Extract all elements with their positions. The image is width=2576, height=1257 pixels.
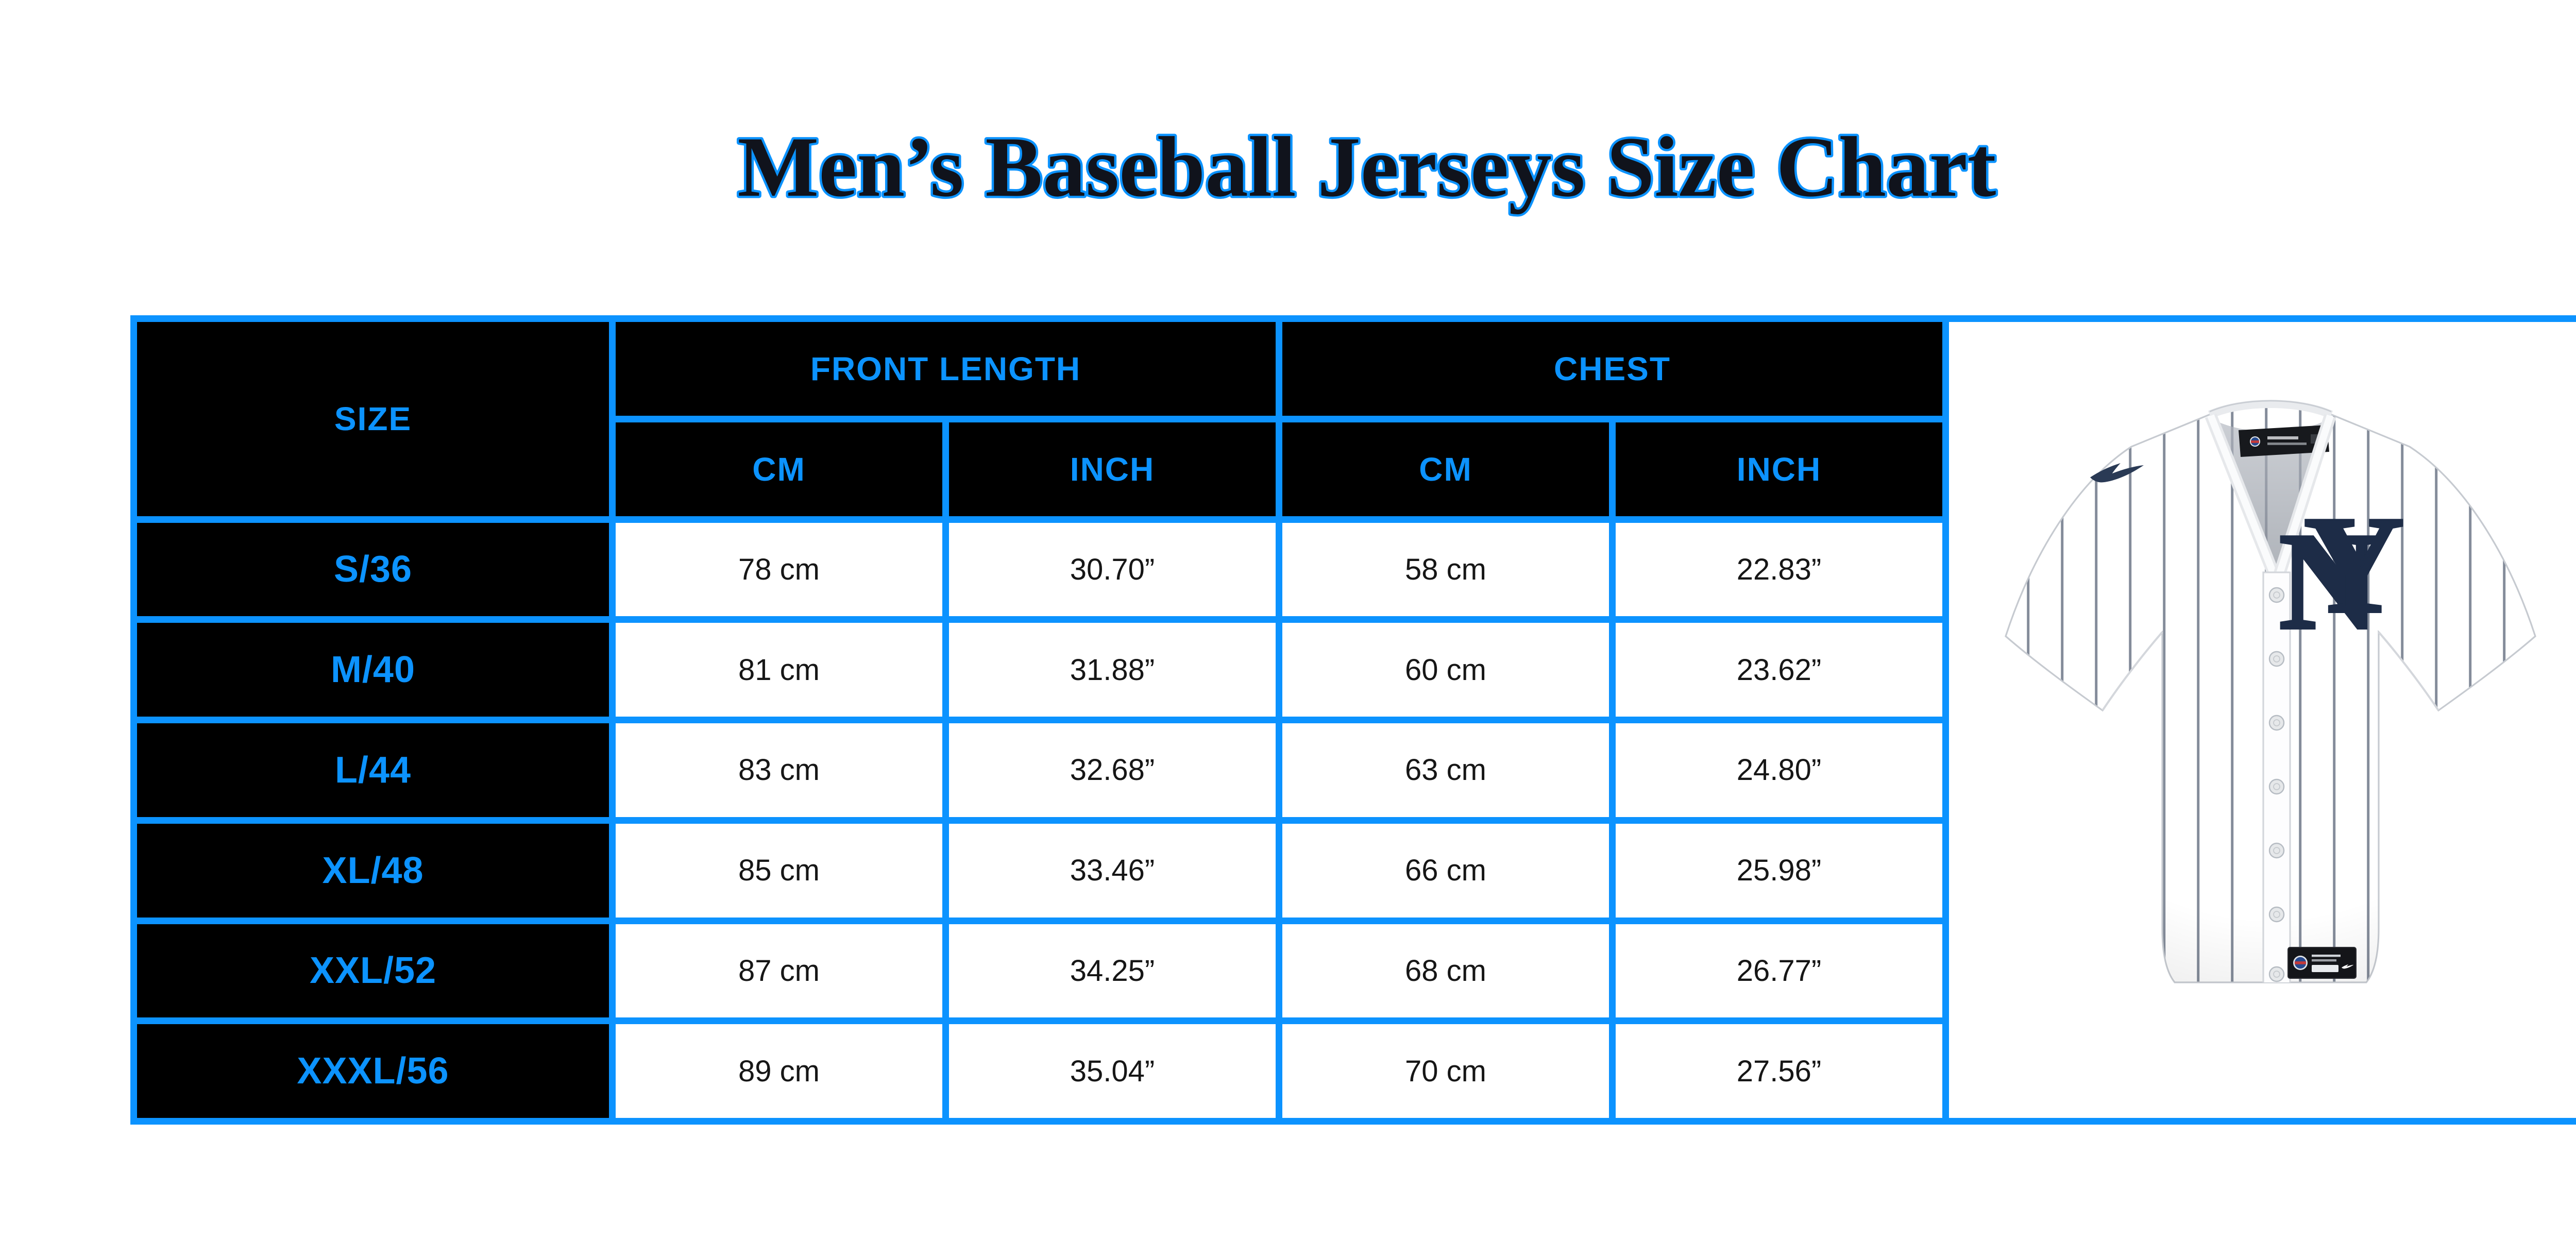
subheader-front-length-cm: CM [616, 422, 942, 516]
jock-tag [2287, 947, 2357, 979]
jersey-image-panel: N Y [1949, 322, 2576, 1118]
chest-cm-cell: 66 cm [1282, 823, 1609, 918]
jersey-buttons [2268, 587, 2284, 982]
front-length-cm-cell: 83 cm [616, 723, 942, 817]
column-header-chest: CHEST [1282, 322, 1942, 416]
front-length-cm-cell: 78 cm [616, 522, 942, 617]
front-length-cm-cell: 81 cm [616, 623, 942, 717]
subheader-chest-cm: CM [1282, 422, 1609, 516]
chest-inch-cell: 25.98” [1616, 823, 1942, 918]
page-title: Men’s Baseball Jerseys Size Chart [738, 120, 1996, 215]
front-length-inch-cell: 30.70” [949, 522, 1276, 617]
size-cell: S/36 [137, 522, 609, 617]
front-length-cm-cell: 87 cm [616, 924, 942, 1018]
chest-cm-cell: 58 cm [1282, 522, 1609, 617]
subheader-front-length-inch: INCH [949, 422, 1276, 516]
chest-inch-cell: 22.83” [1616, 522, 1942, 617]
nike-swoosh-icon [2090, 463, 2144, 483]
pinstripe-jersey-image: N Y [2004, 400, 2536, 983]
front-length-inch-cell: 33.46” [949, 823, 1276, 918]
front-length-inch-cell: 31.88” [949, 623, 1276, 717]
column-header-size: SIZE [137, 322, 609, 516]
title-banner: Men’s Baseball Jerseys Size Chart [735, 117, 1998, 217]
nike-swoosh-icon [2341, 964, 2353, 969]
chest-inch-cell: 24.80” [1616, 723, 1942, 817]
size-cell: XXL/52 [137, 924, 609, 1018]
column-header-front-length: FRONT LENGTH [616, 322, 1276, 416]
size-chart-table: SIZE FRONT LENGTH CHEST CM INCH CM INCH … [130, 315, 2576, 1125]
button-placket [2262, 571, 2291, 982]
chest-cm-cell: 63 cm [1282, 723, 1609, 817]
chest-cm-cell: 68 cm [1282, 924, 1609, 1018]
subheader-chest-inch: INCH [1616, 422, 1942, 516]
size-cell: XXXL/56 [137, 1024, 609, 1118]
chest-inch-cell: 23.62” [1616, 623, 1942, 717]
front-length-cm-cell: 85 cm [616, 823, 942, 918]
ny-interlocking-logo: N Y [2277, 486, 2405, 660]
front-length-inch-cell: 32.68” [949, 723, 1276, 817]
front-length-inch-cell: 35.04” [949, 1024, 1276, 1118]
front-length-inch-cell: 34.25” [949, 924, 1276, 1018]
monogram-n: N [2279, 504, 2379, 658]
chest-inch-cell: 27.56” [1616, 1024, 1942, 1118]
front-length-cm-cell: 89 cm [616, 1024, 942, 1118]
chest-cm-cell: 70 cm [1282, 1024, 1609, 1118]
chest-inch-cell: 26.77” [1616, 924, 1942, 1018]
monogram-y: Y [2303, 488, 2404, 642]
size-cell: XL/48 [137, 823, 609, 918]
size-cell: L/44 [137, 723, 609, 817]
size-cell: M/40 [137, 623, 609, 717]
neck-tape-label [2238, 425, 2329, 457]
chest-cm-cell: 60 cm [1282, 623, 1609, 717]
